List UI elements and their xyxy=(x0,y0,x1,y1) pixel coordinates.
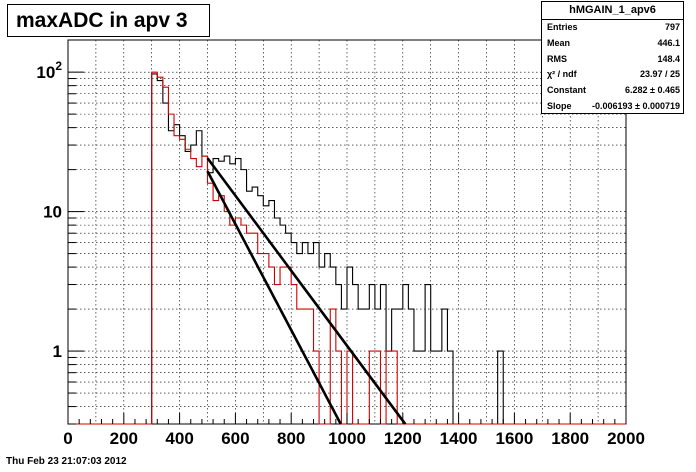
stats-label: Constant xyxy=(547,85,586,96)
stats-label: Mean xyxy=(547,37,571,48)
stats-box: hMGAIN_1_apv6 Entries 797 Mean 446.1 RMS… xyxy=(541,1,684,114)
x-tick-label: 800 xyxy=(277,429,305,448)
fit-line-0 xyxy=(206,157,407,425)
stats-label: Slope xyxy=(547,100,572,111)
x-tick-label: 1000 xyxy=(328,429,366,448)
stats-row-rms: RMS 148.4 xyxy=(542,52,683,68)
stats-row-entries: Entries 797 xyxy=(542,20,683,36)
stats-value: 6.282 ± 0.465 xyxy=(625,85,680,96)
stats-value: 148.4 xyxy=(657,53,680,64)
x-tick-label: 1800 xyxy=(551,429,589,448)
stats-value: 797 xyxy=(664,22,680,32)
x-tick-label: 2000 xyxy=(607,429,645,448)
x-tick-label: 400 xyxy=(165,429,193,448)
x-tick-label: 0 xyxy=(63,429,72,448)
x-tick-label: 1400 xyxy=(440,429,478,448)
y-tick-label: 1 xyxy=(53,342,62,361)
x-tick-label: 1600 xyxy=(495,429,533,448)
chart-title: maxADC in apv 3 xyxy=(7,4,210,37)
histograms xyxy=(68,71,626,425)
stats-value: 446.1 xyxy=(657,37,680,48)
stats-label: Entries xyxy=(547,22,578,32)
fit-lines xyxy=(206,157,407,425)
y-tick-label: 102 xyxy=(36,59,62,82)
stats-row-mean: Mean 446.1 xyxy=(542,36,683,52)
x-axis: 0 200 400 600 800 1000 1200 1400 1600 1800 2000 xyxy=(63,413,645,448)
stats-row-constant: Constant 6.282 ± 0.465 xyxy=(542,83,683,99)
stats-row-chi2: χ² / ndf 23.97 / 25 xyxy=(542,67,683,83)
x-tick-label: 600 xyxy=(221,429,249,448)
fit-line-1 xyxy=(206,170,342,425)
y-tick-label: 10 xyxy=(43,203,62,222)
stats-name: hMGAIN_1_apv6 xyxy=(542,2,683,20)
stats-label: χ² / ndf xyxy=(547,69,577,80)
x-tick-label: 200 xyxy=(110,429,138,448)
timestamp-footer: Thu Feb 23 21:07:03 2012 xyxy=(6,456,127,467)
stats-value: -0.006193 ± 0.000719 xyxy=(591,100,680,111)
histogram-series-1 xyxy=(68,71,626,425)
y-axis: 1 10 102 xyxy=(36,59,84,425)
stats-row-slope: Slope -0.006193 ± 0.000719 xyxy=(542,99,683,115)
x-tick-label: 1200 xyxy=(384,429,422,448)
stats-label: RMS xyxy=(547,53,567,64)
histogram-series-0 xyxy=(68,73,626,425)
stats-value: 23.97 / 25 xyxy=(639,69,680,80)
